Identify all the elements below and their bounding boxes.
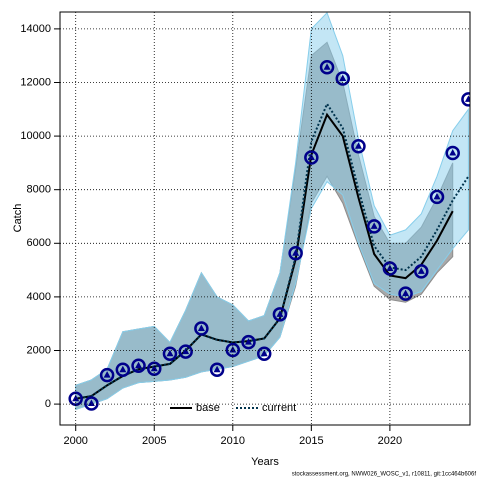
observation [68,391,83,406]
observation [445,145,460,161]
observation [99,367,115,383]
observation [429,189,445,205]
x-axis-label: Years [251,456,279,468]
observation [256,346,272,361]
observation-marker [276,310,284,317]
observation-marker [402,289,410,297]
observation-marker [292,249,300,256]
observation [225,342,241,358]
observation-marker [135,361,143,369]
y-tick-label: 14000 [20,23,51,35]
observation [319,59,335,75]
x-tick-label: 2020 [378,435,402,447]
y-tick-label: 6000 [27,237,51,249]
observation-marker [370,222,378,229]
plot-frame [59,11,471,426]
observation-marker [323,63,331,70]
observation [241,334,256,350]
observation-marker [464,95,470,102]
observation [131,358,146,374]
y-tick-label: 0 [45,398,51,410]
observation-marker [433,192,441,200]
plot [68,12,470,411]
y-tick-label: 4000 [27,291,51,303]
y-tick-label: 8000 [27,184,51,196]
x-tick-label: 2005 [142,435,166,447]
legend-label: current [262,402,296,414]
observation-marker [339,74,347,81]
x-tick-label: 2010 [221,435,245,447]
observation [366,219,382,234]
observation-marker [417,267,425,274]
footer: stockassessment.org, NWW026_WOSC_v1, r10… [292,472,477,478]
y-tick-label: 2000 [27,344,51,356]
observation [147,361,162,376]
observation-marker [182,347,190,355]
observation-marker [213,365,221,373]
y-axis-label: Catch [12,204,24,233]
observation [382,261,398,276]
x-tick-label: 2015 [299,435,323,447]
observation-marker [150,364,158,372]
observation [304,150,319,165]
observation [209,362,225,378]
observation-marker [119,365,127,373]
observation-marker [354,142,362,149]
confidence-band [75,12,469,411]
observation-marker [449,148,457,156]
observation [272,307,288,322]
observation [288,245,303,261]
observation [461,92,470,107]
observation [398,286,413,301]
observation-marker [166,349,174,357]
observation [351,139,366,154]
observation [335,71,351,86]
observation [162,346,178,361]
x-tick-label: 2000 [63,435,87,447]
observation [84,396,99,411]
y-tick-label: 10000 [20,130,51,142]
observation [115,362,131,378]
observation-marker [260,349,268,357]
observation-marker [245,338,253,345]
legend-label: base [196,402,220,414]
y-tick-label: 12000 [20,76,51,88]
observation [414,264,429,279]
observation [194,321,209,336]
series-line [75,101,470,400]
observation-marker [103,371,111,378]
observation [178,344,193,359]
observation-marker [197,324,205,332]
observation-marker [72,394,80,402]
